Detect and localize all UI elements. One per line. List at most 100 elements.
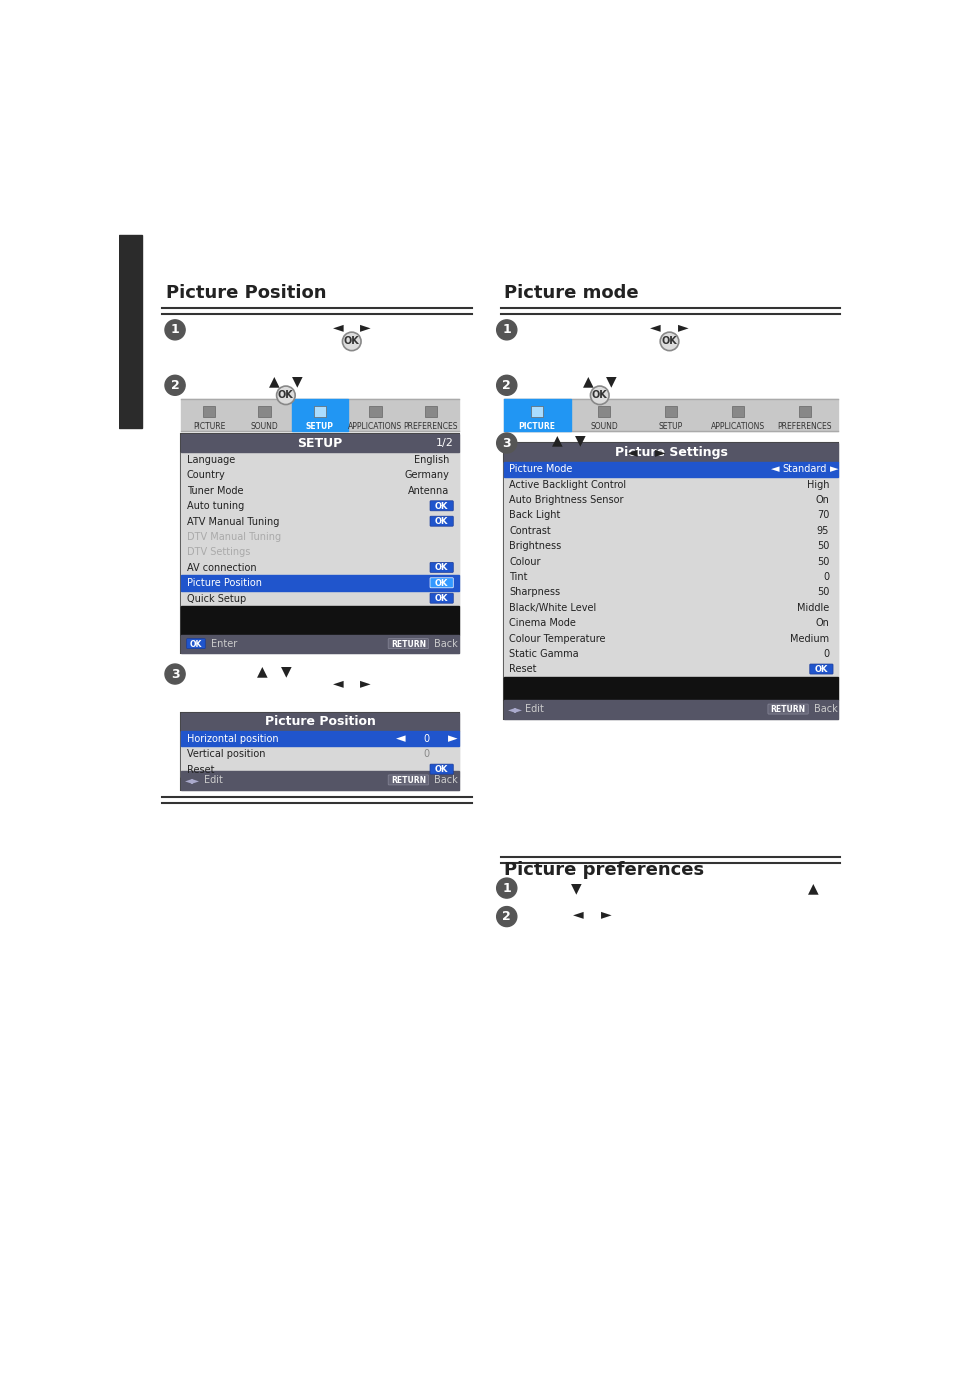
Text: Picture Position: Picture Position bbox=[187, 578, 261, 589]
Text: 0: 0 bbox=[422, 749, 429, 759]
Text: Horizontal position: Horizontal position bbox=[187, 734, 278, 744]
Text: Back: Back bbox=[434, 638, 457, 650]
Text: 0: 0 bbox=[822, 650, 828, 659]
Text: SETUP: SETUP bbox=[659, 422, 682, 431]
Bar bbox=[181, 713, 458, 789]
Text: Reset: Reset bbox=[509, 665, 536, 674]
Text: OK: OK bbox=[435, 564, 448, 572]
Text: OK: OK bbox=[814, 665, 827, 674]
Text: ◄: ◄ bbox=[650, 321, 660, 334]
FancyBboxPatch shape bbox=[767, 703, 807, 714]
Bar bbox=[531, 406, 543, 417]
Text: DTV Settings: DTV Settings bbox=[187, 547, 250, 557]
Text: 50: 50 bbox=[816, 542, 828, 551]
Text: 1: 1 bbox=[171, 323, 179, 336]
Text: OK: OK bbox=[661, 336, 677, 347]
Text: Cinema Mode: Cinema Mode bbox=[509, 618, 576, 629]
Text: ▼: ▼ bbox=[575, 434, 585, 448]
Bar bbox=[181, 575, 458, 591]
Text: RETURN: RETURN bbox=[391, 640, 425, 648]
Text: ▲: ▲ bbox=[807, 882, 818, 896]
Bar bbox=[181, 731, 458, 777]
Bar bbox=[181, 607, 458, 634]
Bar bbox=[503, 444, 838, 462]
Text: OK: OK bbox=[435, 517, 448, 527]
Text: RETURN: RETURN bbox=[770, 705, 804, 714]
Text: Auto Brightness Sensor: Auto Brightness Sensor bbox=[509, 495, 623, 504]
Text: OK: OK bbox=[435, 766, 448, 774]
Text: ▼: ▼ bbox=[571, 882, 581, 896]
Text: ◄: ◄ bbox=[333, 676, 343, 690]
FancyBboxPatch shape bbox=[388, 638, 428, 648]
Text: Back: Back bbox=[434, 775, 457, 785]
Bar bbox=[503, 399, 570, 431]
Text: AV connection: AV connection bbox=[187, 562, 256, 572]
FancyBboxPatch shape bbox=[187, 638, 205, 648]
FancyBboxPatch shape bbox=[430, 764, 453, 774]
Circle shape bbox=[165, 663, 185, 684]
Circle shape bbox=[165, 376, 185, 395]
Bar bbox=[181, 399, 458, 431]
Text: ►: ► bbox=[654, 445, 665, 459]
Text: Contrast: Contrast bbox=[509, 525, 550, 536]
Text: PICTURE: PICTURE bbox=[193, 422, 225, 431]
Circle shape bbox=[276, 386, 294, 405]
Bar bbox=[181, 771, 458, 789]
Text: OK: OK bbox=[277, 390, 294, 401]
Bar bbox=[503, 444, 838, 719]
Text: Brightness: Brightness bbox=[509, 542, 560, 551]
Text: On: On bbox=[815, 495, 828, 504]
Text: ►: ► bbox=[600, 907, 611, 922]
Text: 2: 2 bbox=[502, 379, 511, 391]
Text: 50: 50 bbox=[816, 587, 828, 597]
Bar bbox=[181, 452, 458, 607]
Text: ►: ► bbox=[360, 676, 371, 690]
Text: APPLICATIONS: APPLICATIONS bbox=[348, 422, 402, 431]
Text: High: High bbox=[806, 480, 828, 489]
Text: ◄: ◄ bbox=[770, 464, 779, 474]
Bar bbox=[731, 406, 743, 417]
Text: Picture mode: Picture mode bbox=[504, 283, 639, 301]
Text: RETURN: RETURN bbox=[391, 775, 425, 785]
Bar bbox=[503, 701, 838, 719]
Bar bbox=[258, 406, 271, 417]
Text: ▼: ▼ bbox=[292, 375, 302, 388]
Circle shape bbox=[659, 332, 679, 351]
Text: Edit: Edit bbox=[204, 775, 223, 785]
Text: Colour: Colour bbox=[509, 557, 540, 567]
Text: 3: 3 bbox=[502, 437, 511, 449]
Text: ▼: ▼ bbox=[605, 375, 616, 388]
Bar bbox=[503, 462, 838, 677]
Text: ►: ► bbox=[360, 321, 371, 334]
Text: SOUND: SOUND bbox=[251, 422, 278, 431]
Text: DTV Manual Tuning: DTV Manual Tuning bbox=[187, 532, 280, 542]
Text: SOUND: SOUND bbox=[590, 422, 618, 431]
Text: Reset: Reset bbox=[187, 764, 214, 774]
Circle shape bbox=[165, 319, 185, 340]
Text: OK: OK bbox=[190, 640, 202, 648]
Bar bbox=[598, 406, 610, 417]
Bar bbox=[424, 406, 436, 417]
Text: OK: OK bbox=[591, 390, 607, 401]
Text: 1/2: 1/2 bbox=[436, 438, 454, 448]
Bar bbox=[503, 677, 838, 701]
Text: ▲: ▲ bbox=[269, 375, 279, 388]
Text: Germany: Germany bbox=[404, 470, 449, 481]
Bar bbox=[503, 399, 838, 431]
Text: OK: OK bbox=[435, 594, 448, 603]
FancyBboxPatch shape bbox=[430, 593, 453, 603]
Text: English: English bbox=[414, 455, 449, 464]
Circle shape bbox=[342, 332, 360, 351]
Text: Picture preferences: Picture preferences bbox=[504, 861, 704, 879]
Text: ◄►: ◄► bbox=[185, 775, 200, 785]
Text: ►: ► bbox=[678, 321, 688, 334]
Text: Antenna: Antenna bbox=[408, 486, 449, 496]
Text: On: On bbox=[815, 618, 828, 629]
Text: Picture Position: Picture Position bbox=[264, 716, 375, 728]
Text: Static Gamma: Static Gamma bbox=[509, 650, 578, 659]
FancyBboxPatch shape bbox=[388, 775, 428, 785]
Text: Quick Setup: Quick Setup bbox=[187, 594, 246, 604]
FancyBboxPatch shape bbox=[430, 562, 453, 572]
Circle shape bbox=[497, 319, 517, 340]
Text: APPLICATIONS: APPLICATIONS bbox=[710, 422, 764, 431]
